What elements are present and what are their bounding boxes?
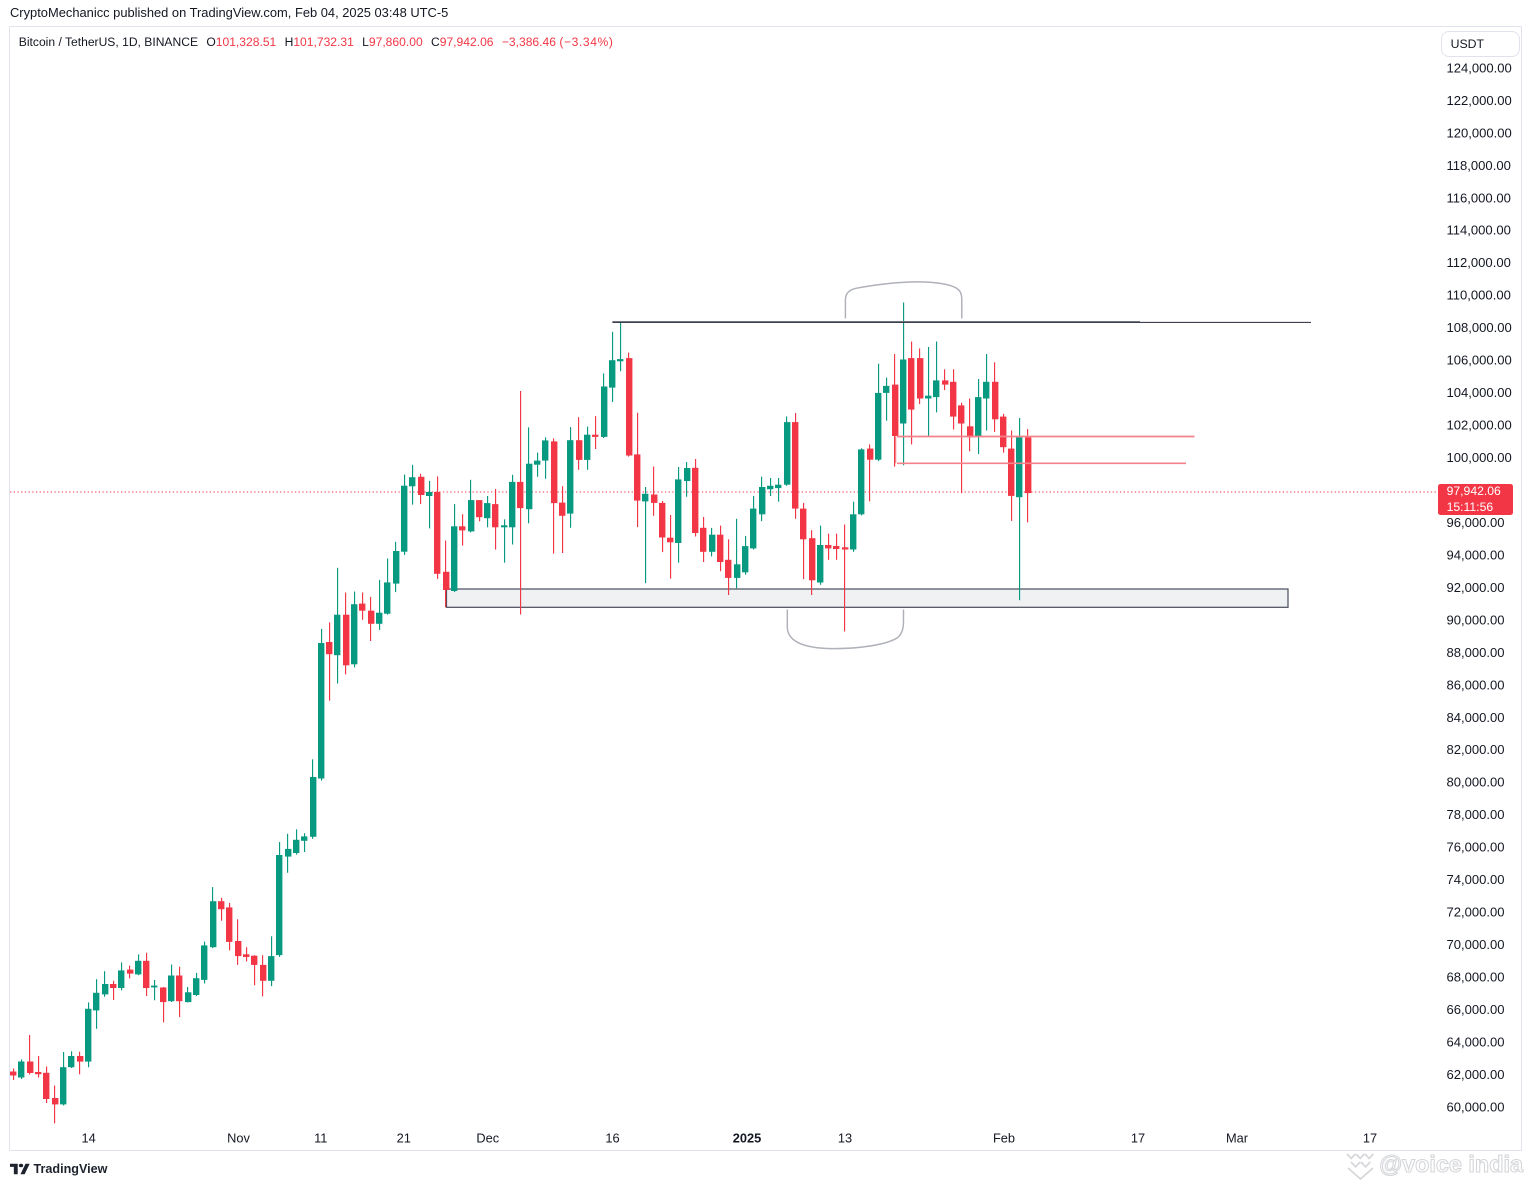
svg-text:86,000.00: 86,000.00	[1447, 677, 1505, 692]
svg-text:16: 16	[605, 1131, 619, 1146]
svg-text:TradingView: TradingView	[34, 1162, 108, 1176]
svg-text:76,000.00: 76,000.00	[1447, 840, 1505, 855]
svg-text:124,000.00: 124,000.00	[1447, 60, 1512, 75]
svg-text:11: 11	[314, 1131, 327, 1146]
svg-text:60,000.00: 60,000.00	[1447, 1099, 1505, 1114]
svg-text:Nov: Nov	[227, 1131, 250, 1146]
svg-text:114,000.00: 114,000.00	[1447, 223, 1511, 238]
svg-text:106,000.00: 106,000.00	[1447, 353, 1512, 368]
svg-text:14: 14	[81, 1131, 95, 1146]
svg-text:21: 21	[397, 1131, 411, 1146]
svg-text:88,000.00: 88,000.00	[1447, 645, 1505, 660]
svg-text:74,000.00: 74,000.00	[1447, 872, 1505, 887]
svg-text:122,000.00: 122,000.00	[1447, 93, 1512, 108]
svg-text:64,000.00: 64,000.00	[1447, 1034, 1505, 1049]
svg-text:102,000.00: 102,000.00	[1447, 418, 1512, 433]
svg-text:Dec: Dec	[476, 1131, 499, 1146]
svg-text:110,000.00: 110,000.00	[1447, 288, 1511, 303]
svg-text:17: 17	[1131, 1131, 1145, 1146]
svg-text:13: 13	[838, 1131, 852, 1146]
svg-text:80,000.00: 80,000.00	[1447, 775, 1505, 790]
svg-text:72,000.00: 72,000.00	[1447, 905, 1505, 920]
svg-text:116,000.00: 116,000.00	[1447, 190, 1511, 205]
svg-text:94,000.00: 94,000.00	[1447, 547, 1505, 562]
svg-text:104,000.00: 104,000.00	[1447, 385, 1512, 400]
svg-text:78,000.00: 78,000.00	[1447, 807, 1505, 822]
svg-text:92,000.00: 92,000.00	[1447, 580, 1505, 595]
svg-text:Feb: Feb	[993, 1131, 1015, 1146]
svg-text:112,000.00: 112,000.00	[1447, 255, 1511, 270]
svg-text:84,000.00: 84,000.00	[1447, 710, 1505, 725]
svg-text:108,000.00: 108,000.00	[1447, 320, 1512, 335]
svg-text:62,000.00: 62,000.00	[1447, 1067, 1505, 1082]
svg-text:96,000.00: 96,000.00	[1447, 515, 1505, 530]
svg-text:68,000.00: 68,000.00	[1447, 970, 1505, 985]
svg-text:82,000.00: 82,000.00	[1447, 742, 1505, 757]
svg-text:70,000.00: 70,000.00	[1447, 937, 1505, 952]
svg-text:17: 17	[1363, 1131, 1377, 1146]
svg-text:Mar: Mar	[1226, 1131, 1249, 1146]
svg-text:@voice india: @voice india	[1379, 1151, 1524, 1177]
svg-text:118,000.00: 118,000.00	[1447, 158, 1511, 173]
svg-text:66,000.00: 66,000.00	[1447, 1002, 1505, 1017]
svg-text:90,000.00: 90,000.00	[1447, 612, 1505, 627]
svg-text:2025: 2025	[733, 1131, 761, 1146]
svg-text:120,000.00: 120,000.00	[1447, 125, 1512, 140]
svg-text:100,000.00: 100,000.00	[1447, 450, 1512, 465]
